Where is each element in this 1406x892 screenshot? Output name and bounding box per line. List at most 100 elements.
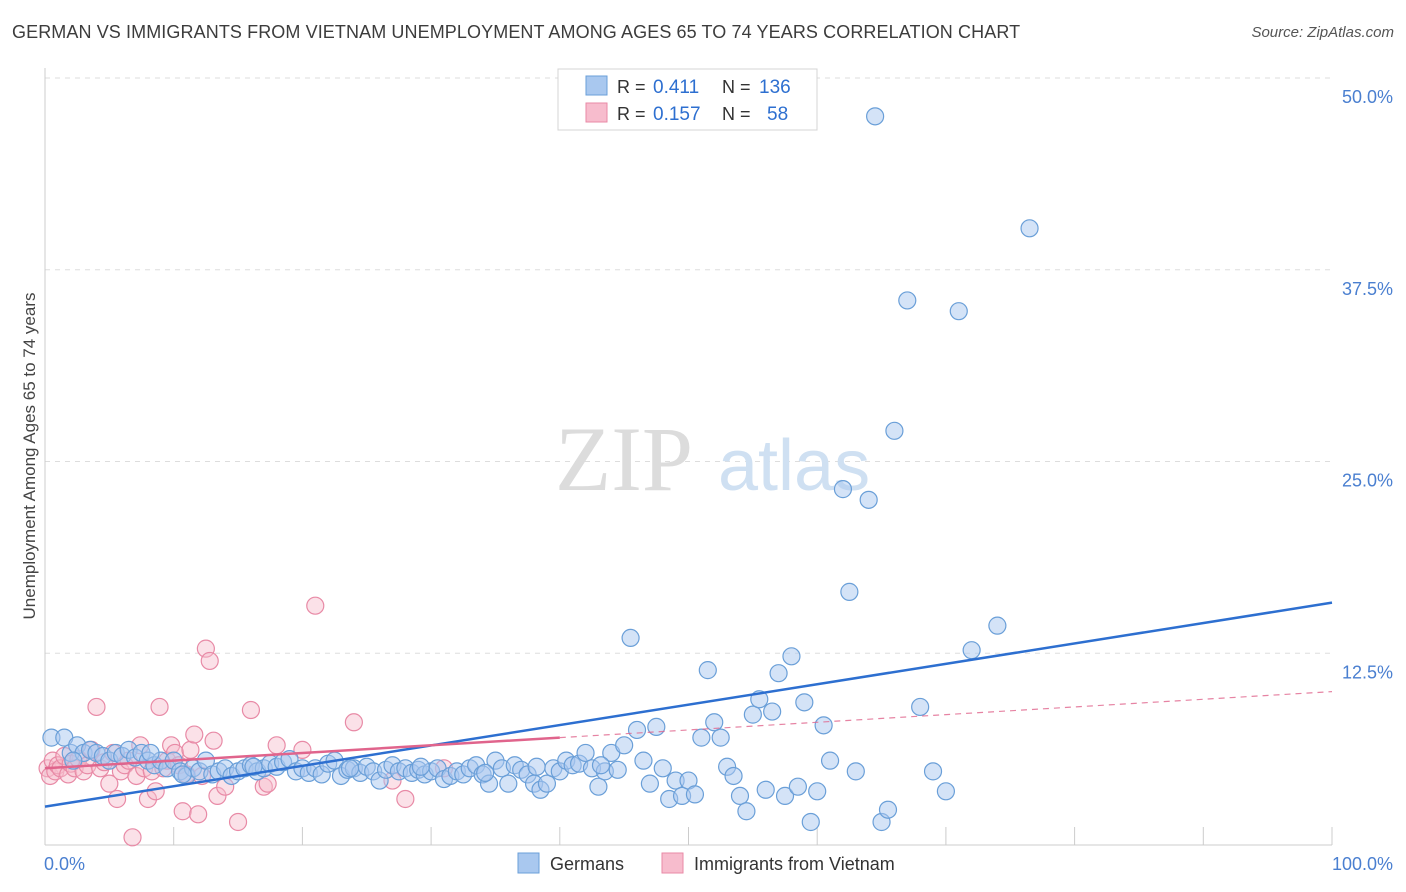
- german-point-111: [763, 702, 782, 721]
- legend-swatch-germans: [585, 75, 608, 96]
- vietnam-point-45: [208, 786, 227, 806]
- vietnam-points: [38, 596, 454, 847]
- german-point-127: [878, 800, 898, 819]
- german-point-124: [859, 490, 878, 509]
- german-point-100: [692, 728, 711, 747]
- vietnam-point-56: [396, 789, 415, 809]
- german-point-82: [576, 743, 595, 763]
- german-point-88: [615, 736, 634, 755]
- german-trend-line: [44, 601, 1333, 808]
- german-point-118: [808, 782, 827, 801]
- bottom-legend-vietnam: Immigrants from Vietnam: [694, 854, 895, 874]
- german-point-137: [64, 751, 83, 770]
- watermark-zip: ZIP: [555, 408, 693, 510]
- german-point-93: [647, 717, 666, 736]
- german-point-90: [627, 720, 647, 740]
- vietnam-point-53: [306, 596, 325, 615]
- german-point-140: [244, 757, 263, 776]
- german-point-92: [640, 774, 659, 793]
- x-tick-label-1: 100.0%: [1332, 854, 1393, 874]
- german-point-106: [730, 786, 750, 806]
- german-point-70: [499, 774, 518, 793]
- german-point-122: [840, 582, 859, 601]
- german-point-115: [788, 777, 807, 796]
- vietnam-point-51: [267, 736, 286, 755]
- vietnam-point-44: [204, 731, 223, 750]
- german-point-113: [775, 786, 795, 806]
- vietnam-point-23: [123, 828, 142, 847]
- legend-n-value-germans: 136: [759, 77, 791, 98]
- german-point-89: [621, 628, 640, 648]
- legend: R = 0.411 N = 136 R = 0.157 N = 58: [557, 68, 818, 131]
- german-point-125: [866, 107, 885, 126]
- vietnam-trend-extension: [559, 691, 1333, 739]
- german-point-129: [898, 291, 917, 310]
- gridlines: [45, 77, 1332, 654]
- y-axis-label: Unemployment Among Ages 65 to 74 years: [20, 293, 39, 620]
- vietnam-point-38: [181, 740, 200, 759]
- vietnam-point-39: [185, 725, 204, 744]
- vietnam-point-43: [200, 651, 219, 671]
- german-point-116: [795, 693, 814, 712]
- german-point-91: [634, 751, 653, 770]
- german-point-117: [801, 812, 820, 832]
- legend-n-value-vietnam: 58: [767, 104, 788, 125]
- legend-r-label-germans: R =: [617, 77, 646, 97]
- german-point-114: [782, 647, 801, 666]
- german-point-139: [173, 765, 192, 784]
- german-point-101: [698, 661, 717, 680]
- german-point-131: [923, 762, 943, 781]
- vietnam-point-30: [150, 697, 169, 717]
- vietnam-point-14: [87, 697, 106, 717]
- vietnam-point-17: [100, 774, 119, 793]
- german-point-99: [685, 785, 705, 804]
- bottom-legend: Germans Immigrants from Vietnam: [517, 852, 895, 874]
- x-tick-labels: 0.0% 100.0%: [44, 854, 1393, 874]
- german-point-110: [756, 780, 775, 799]
- legend-n-label-vietnam: N =: [722, 104, 751, 124]
- german-point-120: [820, 751, 840, 770]
- german-point-103: [711, 728, 730, 747]
- german-point-112: [769, 664, 788, 683]
- bottom-legend-germans: Germans: [550, 854, 624, 874]
- german-point-136: [1020, 219, 1039, 238]
- legend-r-value-vietnam: 0.157: [653, 104, 701, 125]
- german-point-84: [589, 777, 608, 796]
- y-tick-label-0: 12.5%: [1342, 662, 1393, 682]
- vietnam-trend-line: [44, 736, 560, 770]
- vietnam-point-36: [173, 802, 192, 821]
- axes: [44, 68, 1333, 846]
- german-points: [42, 107, 1039, 832]
- trend-lines: [44, 601, 1333, 808]
- german-point-94: [653, 759, 672, 778]
- german-point-143: [476, 763, 495, 783]
- german-point-138: [141, 743, 160, 763]
- source-label: Source: ZipAtlas.com: [1251, 24, 1394, 41]
- chart-title: GERMAN VS IMMIGRANTS FROM VIETNAM UNEMPL…: [12, 22, 1021, 42]
- y-tick-label-2: 37.5%: [1342, 279, 1393, 299]
- german-point-133: [949, 302, 968, 321]
- legend-r-label-vietnam: R =: [617, 104, 646, 124]
- bottom-legend-swatch-vietnam: [661, 852, 684, 874]
- german-point-119: [814, 716, 833, 735]
- legend-n-label-germans: N =: [722, 77, 751, 97]
- german-point-128: [885, 421, 904, 440]
- vietnam-point-47: [228, 812, 248, 832]
- vietnam-point-48: [241, 700, 261, 720]
- german-point-105: [724, 766, 743, 786]
- y-tick-label-1: 25.0%: [1342, 471, 1393, 491]
- german-point-132: [936, 782, 956, 801]
- german-point-130: [911, 697, 930, 717]
- legend-swatch-vietnam: [585, 102, 608, 123]
- german-point-107: [737, 802, 756, 821]
- german-point-144: [527, 757, 546, 776]
- german-point-108: [743, 705, 762, 724]
- bottom-legend-swatch-germans: [517, 852, 540, 874]
- german-point-142: [411, 757, 430, 776]
- german-point-102: [705, 713, 724, 732]
- y-tick-label-3: 50.0%: [1342, 87, 1393, 107]
- german-point-141: [340, 759, 360, 778]
- german-point-76: [537, 774, 557, 793]
- y-tick-labels: 12.5% 25.0% 37.5% 50.0%: [1342, 87, 1393, 682]
